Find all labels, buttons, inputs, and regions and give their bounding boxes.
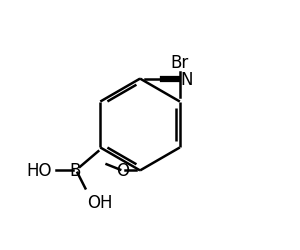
Text: OH: OH	[87, 193, 112, 211]
Text: HO: HO	[26, 161, 51, 179]
Text: N: N	[180, 70, 193, 88]
Text: Br: Br	[171, 53, 189, 71]
Text: O: O	[116, 162, 129, 180]
Text: B: B	[70, 161, 81, 179]
